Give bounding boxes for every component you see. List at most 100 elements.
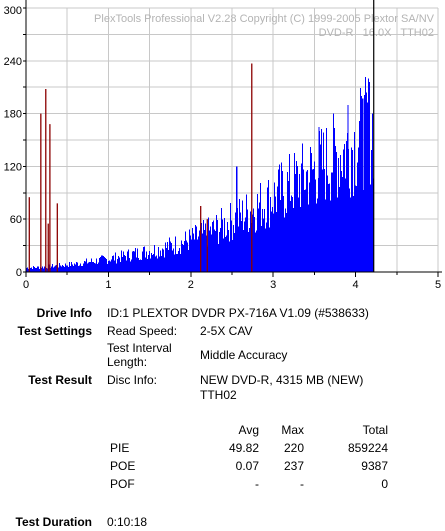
- pie-bar: [165, 242, 167, 272]
- pie-bar: [123, 251, 125, 272]
- pie-bar: [312, 169, 314, 272]
- pie-bar: [335, 145, 337, 272]
- pie-bar: [338, 158, 340, 272]
- pie-bar: [330, 200, 332, 272]
- pie-bar: [137, 248, 139, 272]
- read-speed-value: 2-5X CAV: [200, 324, 253, 338]
- pie-bar: [94, 263, 96, 272]
- pie-bar: [334, 128, 336, 272]
- pie-bar: [248, 232, 250, 272]
- pie-bar: [345, 178, 347, 272]
- pie-bar: [119, 257, 121, 272]
- pie-bar: [184, 240, 186, 272]
- pie-bar: [277, 186, 279, 272]
- pie-bar: [267, 187, 269, 272]
- pie-bar: [77, 262, 79, 272]
- pie-bar: [152, 255, 154, 272]
- pie-bar: [36, 268, 38, 272]
- pie-bar: [226, 235, 228, 272]
- pie-bar: [63, 266, 65, 272]
- pie-bar: [228, 230, 230, 272]
- pie-bar: [189, 229, 191, 272]
- pie-bar: [336, 152, 338, 272]
- chart-axes: [23, 0, 442, 277]
- pie-bar: [141, 260, 143, 272]
- poe-series: [28, 63, 253, 272]
- pie-bar: [89, 261, 91, 272]
- stats-row-max: 220: [283, 441, 304, 455]
- pie-bar: [156, 255, 158, 272]
- pie-bar: [175, 236, 177, 272]
- pie-bar: [192, 228, 194, 272]
- test-result-label: Test Result: [28, 373, 92, 387]
- pie-bar: [147, 258, 149, 272]
- pie-bar: [131, 259, 133, 272]
- pie-bar: [204, 230, 206, 272]
- pie-bar: [263, 218, 265, 272]
- pie-bar: [104, 257, 106, 272]
- pie-bar: [106, 258, 108, 272]
- pie-bar: [121, 250, 123, 272]
- pie-bar: [53, 267, 55, 272]
- pie-bar: [271, 211, 273, 272]
- pie-bar: [98, 262, 100, 272]
- pie-bar: [350, 197, 352, 272]
- pie-bar: [262, 209, 264, 272]
- pie-bar: [291, 195, 293, 272]
- read-speed-label: Read Speed:: [107, 324, 178, 338]
- pie-bar: [136, 257, 138, 272]
- pie-bar: [174, 254, 176, 272]
- pie-bar: [245, 217, 247, 272]
- pie-bar: [246, 194, 248, 272]
- pie-bar: [34, 267, 36, 272]
- pie-bar: [315, 179, 317, 272]
- pie-bar: [72, 264, 74, 272]
- x-tick-label: 4: [353, 279, 359, 291]
- pie-bar: [371, 150, 373, 272]
- y-tick-label: 300: [4, 5, 22, 17]
- pie-bar: [188, 250, 190, 272]
- pie-bar: [278, 169, 280, 272]
- x-tick-label: 5: [435, 279, 441, 291]
- pie-bar: [59, 262, 61, 272]
- pie-bar: [292, 197, 294, 272]
- pie-bar: [254, 217, 256, 272]
- pie-peak-bar: [362, 98, 364, 272]
- pie-peak-bar: [318, 126, 320, 272]
- stats-header-max: Max: [281, 423, 304, 437]
- pie-bar: [161, 255, 163, 272]
- pie-bar: [256, 230, 258, 272]
- pie-bar: [326, 127, 328, 273]
- pie-bar: [276, 211, 278, 272]
- pie-bar: [372, 113, 374, 272]
- pie-bar: [195, 224, 197, 272]
- pie-bar: [81, 266, 83, 272]
- pie-bar: [111, 259, 113, 272]
- pie-bar: [116, 263, 118, 272]
- pie-bar: [173, 248, 175, 272]
- pie-bar: [39, 268, 41, 272]
- pie-bar: [255, 232, 257, 272]
- pie-bar: [158, 246, 160, 272]
- pie-bar: [90, 262, 92, 272]
- pie-bar: [258, 208, 260, 272]
- pie-bar: [83, 263, 85, 272]
- pie-bar: [52, 264, 54, 272]
- pie-bar: [295, 173, 297, 272]
- pie-bar: [64, 266, 66, 272]
- pie-bar: [85, 261, 87, 272]
- pie-bar: [286, 213, 288, 272]
- disc-info-label: Disc Info:: [107, 373, 158, 387]
- pie-bar: [44, 266, 46, 272]
- pie-bar: [199, 230, 201, 272]
- pie-bar: [284, 217, 286, 272]
- pie-bar: [73, 265, 75, 272]
- pie-bar: [115, 252, 117, 272]
- pie-bar: [133, 251, 135, 272]
- pie-bar: [126, 260, 128, 272]
- pie-peak-bar: [236, 166, 238, 272]
- pie-bar: [51, 266, 53, 272]
- pie-bar: [269, 227, 271, 272]
- pie-bar: [37, 266, 39, 272]
- pie-bar: [170, 241, 172, 272]
